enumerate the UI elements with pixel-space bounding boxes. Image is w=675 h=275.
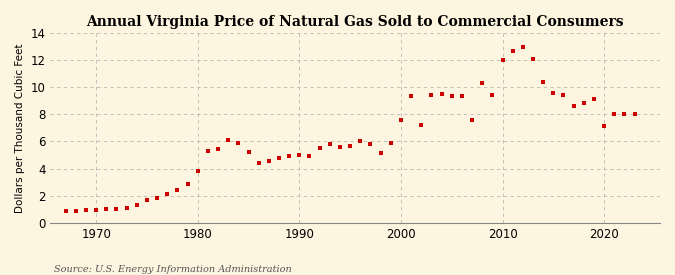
Point bbox=[315, 145, 325, 150]
Point bbox=[528, 57, 539, 62]
Point bbox=[263, 159, 274, 163]
Point bbox=[60, 209, 71, 213]
Point bbox=[172, 188, 183, 192]
Point bbox=[355, 139, 366, 143]
Point bbox=[345, 144, 356, 148]
Point bbox=[578, 101, 589, 105]
Point bbox=[122, 206, 132, 210]
Point bbox=[558, 93, 569, 98]
Point bbox=[599, 124, 610, 128]
Point bbox=[162, 191, 173, 196]
Point bbox=[202, 149, 213, 153]
Point bbox=[233, 141, 244, 145]
Point bbox=[253, 160, 264, 165]
Y-axis label: Dollars per Thousand Cubic Feet: Dollars per Thousand Cubic Feet bbox=[15, 43, 25, 213]
Point bbox=[375, 151, 386, 155]
Point bbox=[243, 149, 254, 154]
Point bbox=[70, 208, 81, 213]
Point bbox=[487, 92, 497, 97]
Point bbox=[365, 142, 376, 146]
Point bbox=[568, 103, 579, 108]
Point bbox=[497, 58, 508, 62]
Point bbox=[426, 93, 437, 98]
Point bbox=[142, 197, 153, 202]
Point bbox=[294, 153, 304, 157]
Point bbox=[508, 49, 518, 53]
Title: Annual Virginia Price of Natural Gas Sold to Commercial Consumers: Annual Virginia Price of Natural Gas Sol… bbox=[86, 15, 624, 29]
Point bbox=[284, 153, 294, 158]
Point bbox=[589, 97, 599, 101]
Point bbox=[629, 111, 640, 116]
Point bbox=[609, 111, 620, 116]
Point bbox=[273, 156, 284, 160]
Point bbox=[619, 112, 630, 117]
Point bbox=[213, 147, 223, 151]
Point bbox=[436, 92, 447, 96]
Point bbox=[182, 182, 193, 186]
Point bbox=[456, 94, 467, 98]
Point bbox=[111, 207, 122, 211]
Point bbox=[101, 207, 111, 211]
Point bbox=[406, 94, 416, 98]
Point bbox=[446, 94, 457, 98]
Point bbox=[223, 138, 234, 142]
Point bbox=[152, 196, 163, 200]
Point bbox=[192, 169, 203, 174]
Text: Source: U.S. Energy Information Administration: Source: U.S. Energy Information Administ… bbox=[54, 265, 292, 274]
Point bbox=[304, 154, 315, 159]
Point bbox=[335, 145, 346, 149]
Point bbox=[518, 44, 529, 49]
Point bbox=[385, 141, 396, 145]
Point bbox=[538, 80, 549, 85]
Point bbox=[466, 118, 477, 123]
Point bbox=[396, 118, 406, 122]
Point bbox=[548, 90, 559, 95]
Point bbox=[477, 81, 487, 85]
Point bbox=[90, 207, 101, 212]
Point bbox=[80, 208, 91, 213]
Point bbox=[416, 123, 427, 127]
Point bbox=[325, 142, 335, 146]
Point bbox=[132, 202, 142, 207]
